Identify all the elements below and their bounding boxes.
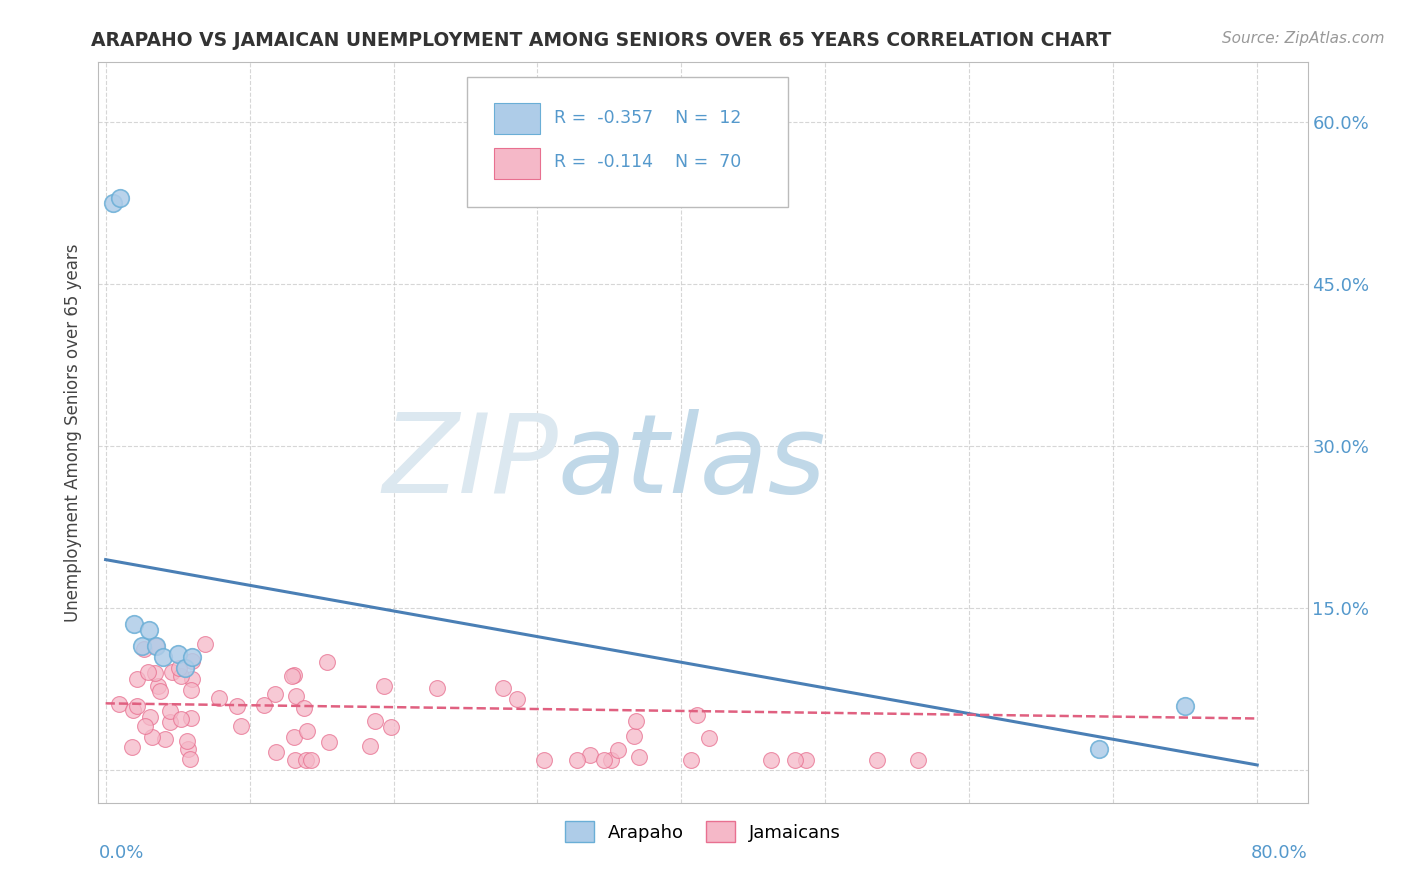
Point <box>180 672 202 686</box>
Point <box>264 745 287 759</box>
Point <box>108 698 131 712</box>
Text: R =  -0.114    N =  70: R = -0.114 N = 70 <box>554 153 741 171</box>
Point <box>127 698 149 713</box>
Point <box>159 704 181 718</box>
Point <box>143 666 166 681</box>
Point <box>148 679 170 693</box>
Point <box>607 742 630 756</box>
Point <box>533 753 555 767</box>
Point <box>263 687 285 701</box>
Point <box>373 679 395 693</box>
Point <box>145 639 167 653</box>
Text: 80.0%: 80.0% <box>1251 844 1308 862</box>
Point <box>229 719 252 733</box>
Point <box>315 656 337 670</box>
Point <box>679 753 702 767</box>
Point <box>141 731 163 745</box>
Point <box>1174 698 1197 713</box>
Point <box>299 753 322 767</box>
Point <box>506 692 529 706</box>
Point <box>124 617 146 632</box>
Point <box>318 735 340 749</box>
Point <box>292 701 315 715</box>
Text: Source: ZipAtlas.com: Source: ZipAtlas.com <box>1222 31 1385 46</box>
Point <box>283 730 305 744</box>
Point <box>134 718 156 732</box>
Point <box>132 641 155 656</box>
Point <box>785 753 807 767</box>
Point <box>593 753 616 767</box>
Point <box>121 703 143 717</box>
Point <box>627 749 650 764</box>
Text: atlas: atlas <box>558 409 827 516</box>
Point <box>599 753 621 767</box>
Point <box>297 724 319 739</box>
Legend: Arapaho, Jamaicans: Arapaho, Jamaicans <box>558 814 848 849</box>
Point <box>281 669 304 683</box>
Point <box>167 661 190 675</box>
Point <box>176 734 198 748</box>
Point <box>1088 741 1111 756</box>
Point <box>359 739 381 753</box>
Point <box>121 740 143 755</box>
Point <box>866 753 889 767</box>
Point <box>364 714 387 728</box>
Point <box>253 698 276 713</box>
Point <box>180 711 202 725</box>
Point <box>761 753 783 767</box>
Text: ZIP: ZIP <box>382 409 558 516</box>
Point <box>139 710 162 724</box>
Point <box>170 668 193 682</box>
Point <box>162 665 184 680</box>
Point <box>179 752 201 766</box>
Text: ARAPAHO VS JAMAICAN UNEMPLOYMENT AMONG SENIORS OVER 65 YEARS CORRELATION CHART: ARAPAHO VS JAMAICAN UNEMPLOYMENT AMONG S… <box>91 31 1112 50</box>
Point <box>578 748 600 763</box>
Point <box>177 742 200 756</box>
Text: R =  -0.357    N =  12: R = -0.357 N = 12 <box>554 109 741 127</box>
Point <box>626 714 648 728</box>
Point <box>170 712 193 726</box>
Point <box>173 661 195 675</box>
Text: 0.0%: 0.0% <box>98 844 143 862</box>
Point <box>131 639 153 653</box>
Point <box>127 672 149 686</box>
Point <box>794 753 817 767</box>
FancyBboxPatch shape <box>467 78 787 207</box>
Point <box>567 753 589 767</box>
Point <box>295 753 318 767</box>
Point <box>193 637 215 651</box>
Y-axis label: Unemployment Among Seniors over 65 years: Unemployment Among Seniors over 65 years <box>65 244 83 622</box>
Point <box>907 753 929 767</box>
Point <box>153 731 176 746</box>
Point <box>136 665 159 680</box>
Point <box>181 649 204 664</box>
Point <box>149 683 172 698</box>
Bar <box>494 103 540 135</box>
Point <box>101 196 124 211</box>
Point <box>159 714 181 729</box>
Point <box>208 691 231 706</box>
Point <box>138 623 160 637</box>
Point <box>380 720 402 734</box>
Point <box>623 729 645 743</box>
Bar <box>494 147 540 178</box>
Point <box>492 681 515 695</box>
Point <box>685 708 707 723</box>
Point <box>152 649 174 664</box>
Point <box>108 190 131 204</box>
Point <box>145 639 167 653</box>
Point <box>284 753 307 767</box>
Point <box>181 654 204 668</box>
Point <box>166 647 188 661</box>
Point <box>697 731 720 745</box>
Point <box>284 690 307 704</box>
Point <box>283 667 305 681</box>
Point <box>225 699 247 714</box>
Point <box>426 681 449 695</box>
Point <box>180 683 202 698</box>
